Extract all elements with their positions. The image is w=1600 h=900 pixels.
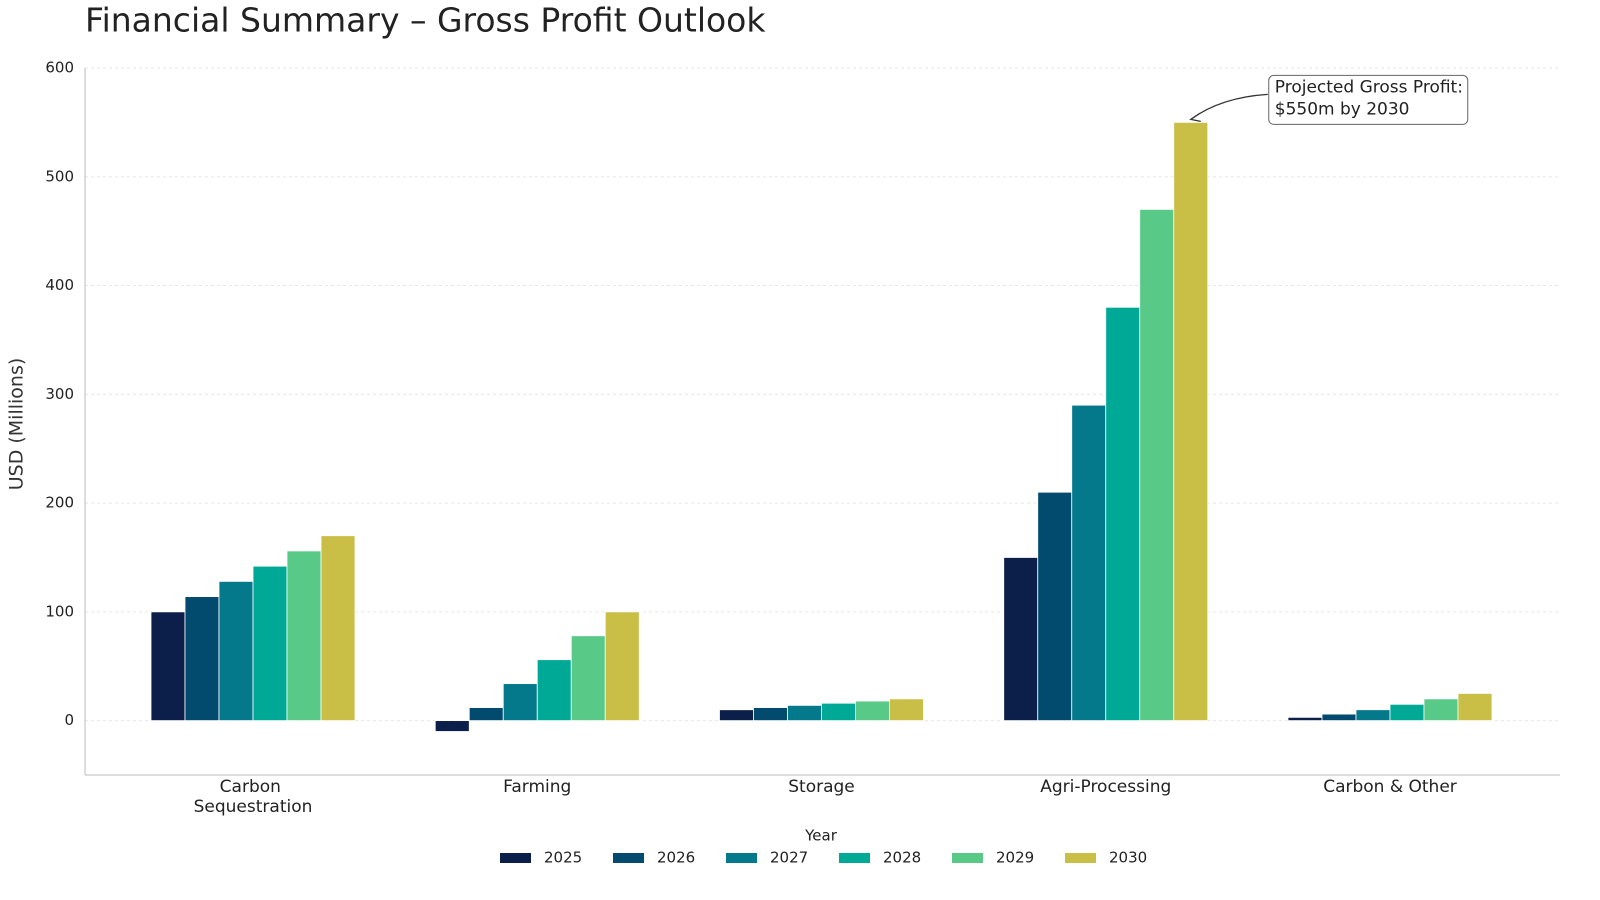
bar	[184, 596, 220, 722]
bar	[753, 707, 788, 722]
legend-title: Year	[804, 827, 838, 845]
bar	[719, 709, 754, 722]
bar	[604, 611, 640, 722]
bar	[1423, 698, 1459, 722]
x-tick-label: Agri-Processing	[1040, 777, 1171, 797]
annotation-box	[1268, 74, 1469, 125]
legend-label: 2030	[1109, 849, 1147, 867]
legend-swatch	[500, 853, 531, 863]
bar	[468, 707, 504, 722]
bar	[1037, 491, 1073, 722]
bar	[286, 550, 322, 722]
annotation-text: Projected Gross Profit:	[1275, 77, 1463, 97]
legend-label: 2027	[770, 849, 808, 867]
y-tick-label: 100	[45, 602, 74, 620]
y-tick-label: 400	[45, 276, 74, 294]
y-tick-label: 200	[45, 494, 74, 512]
bar	[320, 535, 356, 722]
y-tick-label: 500	[45, 167, 74, 185]
bar	[150, 611, 186, 722]
bar	[1355, 709, 1391, 722]
legend-label: 2026	[657, 849, 695, 867]
y-tick-label: 300	[45, 385, 74, 403]
y-tick-label: 0	[64, 711, 74, 729]
x-tick-label: Carbon Sequestration	[194, 777, 313, 817]
legend-swatch	[726, 853, 757, 863]
legend-swatch	[613, 853, 644, 863]
bar	[218, 580, 254, 722]
annotation-arrow	[1190, 93, 1268, 120]
x-tick-label: Storage	[788, 777, 855, 797]
legend-label: 2025	[544, 849, 582, 867]
bar	[889, 698, 924, 722]
legend-swatch	[952, 853, 983, 863]
annotation-text: $550m by 2030	[1275, 99, 1410, 119]
legend-label: 2029	[996, 849, 1034, 867]
chart-title: Financial Summary – Gross Profit Outlook	[85, 1, 766, 40]
legend-swatch	[1065, 853, 1096, 863]
bar	[1003, 557, 1039, 722]
x-tick-label: Farming	[503, 777, 571, 797]
bar	[502, 683, 538, 722]
bar	[252, 565, 288, 722]
x-tick-label: Carbon & Other	[1323, 777, 1457, 797]
bar	[1139, 208, 1175, 722]
bar	[536, 659, 572, 722]
bar	[570, 635, 606, 722]
bar	[855, 700, 890, 722]
annotation-arrowhead	[1189, 112, 1201, 122]
bar	[1457, 693, 1493, 722]
legend-label: 2028	[883, 849, 921, 867]
legend-swatch	[839, 853, 870, 863]
bar	[434, 720, 470, 732]
bar	[787, 704, 822, 722]
y-tick-label: 600	[45, 59, 74, 77]
bar	[1287, 716, 1323, 722]
y-axis-label: USD (Millions)	[6, 358, 28, 491]
bar	[821, 702, 856, 722]
bar	[1071, 404, 1107, 722]
bar	[1321, 713, 1357, 722]
bar	[1105, 306, 1141, 722]
bar	[1173, 121, 1209, 722]
bar	[1389, 703, 1425, 722]
